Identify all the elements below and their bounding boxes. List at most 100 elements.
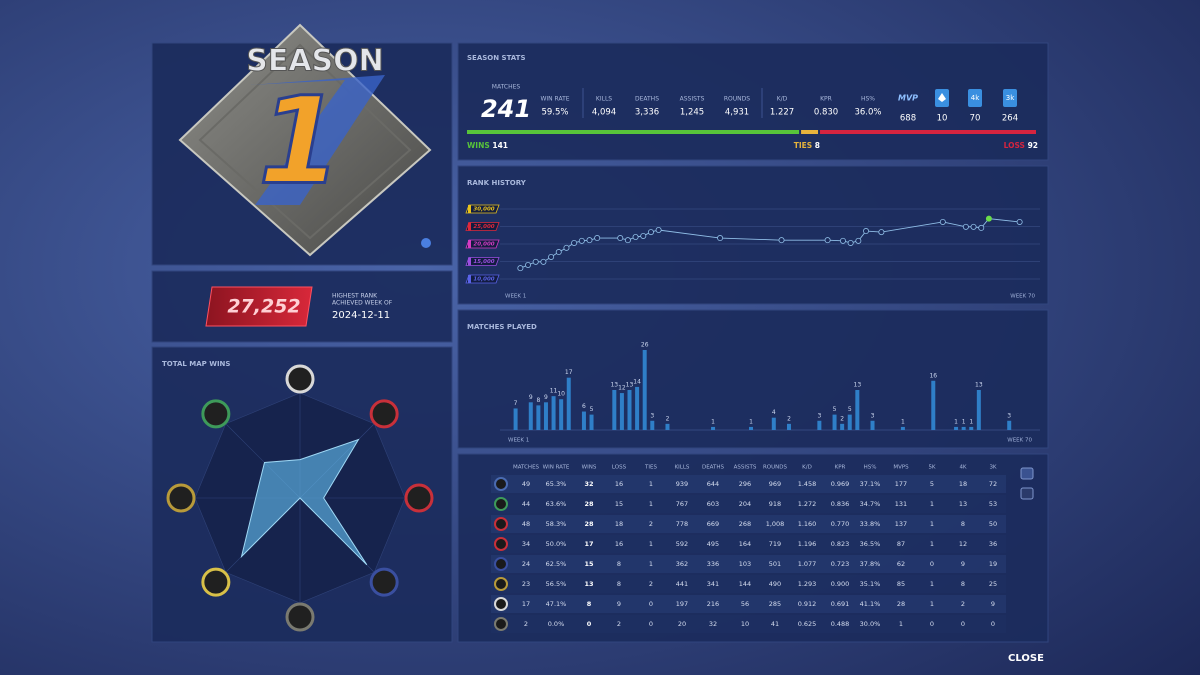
tier-badge	[465, 257, 500, 266]
table-cell: 16	[615, 540, 623, 548]
rank-point	[855, 237, 862, 244]
bar-label: 13	[854, 382, 862, 389]
result-segment	[467, 130, 800, 134]
stat-value: 4,094	[592, 108, 616, 118]
table-cell: 0	[930, 620, 934, 628]
emblem-stripe	[250, 75, 385, 205]
rank-point	[647, 229, 654, 236]
stat-label: DEATHS	[635, 96, 659, 103]
rank-point	[985, 215, 992, 222]
table-cell: 0.625	[798, 620, 817, 628]
close-button[interactable]: CLOSE	[1008, 653, 1044, 664]
badge-value: 264	[1002, 114, 1018, 124]
badge-value: 10	[937, 114, 948, 124]
stat-label: KPR	[820, 96, 832, 103]
table-cell: 0	[649, 600, 653, 608]
x-tick-label: WEEK 70	[1010, 294, 1035, 300]
table-cell: 719	[769, 540, 781, 548]
rank-caption: ACHIEVED WEEK OF	[332, 300, 393, 307]
map-icon	[494, 557, 508, 571]
table-cell: 5	[930, 480, 934, 488]
table-row[interactable]	[491, 575, 1006, 593]
table-cell: 8	[617, 560, 621, 568]
table-cell: 0.691	[831, 600, 850, 608]
bar-label: 11	[550, 388, 558, 395]
rank-point	[824, 237, 831, 244]
badge-value: 70	[970, 114, 981, 124]
map-icon	[369, 567, 399, 597]
table-cell: 1	[649, 560, 653, 568]
table-row[interactable]	[491, 475, 1006, 493]
column-header: 4K	[959, 465, 966, 471]
stat-label: HS%	[861, 96, 875, 103]
bar	[513, 408, 518, 430]
table-cell: 1.272	[798, 500, 817, 508]
bar	[528, 402, 533, 430]
tier-badge	[465, 204, 500, 214]
table-cell: 62	[897, 560, 905, 568]
bar-label: 14	[633, 378, 641, 385]
table-cell: 56.5%	[546, 580, 567, 588]
rank-point	[939, 218, 946, 225]
table-cell: 18	[615, 520, 623, 528]
zoom-icon[interactable]	[421, 238, 431, 248]
bar	[931, 380, 936, 430]
table-cell: 8	[617, 580, 621, 588]
table-cell: 1	[930, 600, 934, 608]
table-cell: 2	[649, 520, 653, 528]
table-cell: 56	[741, 600, 749, 608]
rank-point	[962, 223, 969, 230]
bar	[635, 386, 640, 430]
table-cell: 10	[741, 620, 749, 628]
table-row[interactable]	[491, 555, 1006, 573]
table-row[interactable]	[491, 495, 1006, 513]
column-header: WIN RATE	[543, 465, 570, 471]
rank-caption: HIGHEST RANK	[332, 293, 378, 300]
map-icon	[494, 597, 508, 611]
table-cell: 362	[676, 560, 688, 568]
map-icon	[369, 399, 399, 429]
table-cell: 285	[769, 600, 781, 608]
table-cell: 341	[707, 580, 719, 588]
emblem-inset	[198, 43, 412, 240]
bar	[536, 405, 541, 430]
column-header: ROUNDS	[763, 465, 788, 471]
list-view-button[interactable]	[1020, 467, 1034, 480]
stat-label: ASSISTS	[680, 96, 705, 103]
bar-label: 5	[590, 406, 594, 413]
table-row[interactable]	[491, 615, 1006, 633]
result-label: WINS 141	[467, 141, 508, 150]
table-cell: 9	[961, 560, 965, 568]
rank-point	[632, 233, 639, 240]
table-cell: 34	[522, 540, 530, 548]
table-row[interactable]	[491, 535, 1006, 553]
table-cell: 778	[676, 520, 688, 528]
bar	[612, 390, 617, 430]
map-icon	[285, 364, 315, 394]
result-value: 92	[1028, 141, 1038, 150]
table-cell: 8	[961, 520, 965, 528]
table-cell: 17	[584, 540, 593, 548]
rank-point	[594, 235, 601, 242]
table-cell: 1	[930, 580, 934, 588]
bar	[650, 420, 655, 430]
y-tick-label: 20,000	[473, 242, 494, 248]
table-cell: 144	[739, 580, 751, 588]
table-cell: 0	[930, 560, 934, 568]
table-cell: 50.0%	[546, 540, 567, 548]
highest-rank-value: 27,252	[227, 296, 300, 318]
table-cell: 501	[769, 560, 781, 568]
column-header: LOSS	[612, 465, 627, 471]
table-row[interactable]	[491, 595, 1006, 613]
grid-view-button[interactable]	[1020, 487, 1034, 500]
bar-label: 1	[901, 418, 905, 425]
table-cell: 669	[707, 520, 719, 528]
table-cell: 204	[739, 500, 751, 508]
map-icon	[201, 399, 231, 429]
table-cell: 23	[522, 580, 530, 588]
table-row[interactable]	[491, 515, 1006, 533]
bar-label: 13	[626, 382, 634, 389]
table-cell: 50	[989, 520, 997, 528]
table-cell: 49	[522, 480, 530, 488]
column-header: ASSISTS	[734, 465, 757, 471]
